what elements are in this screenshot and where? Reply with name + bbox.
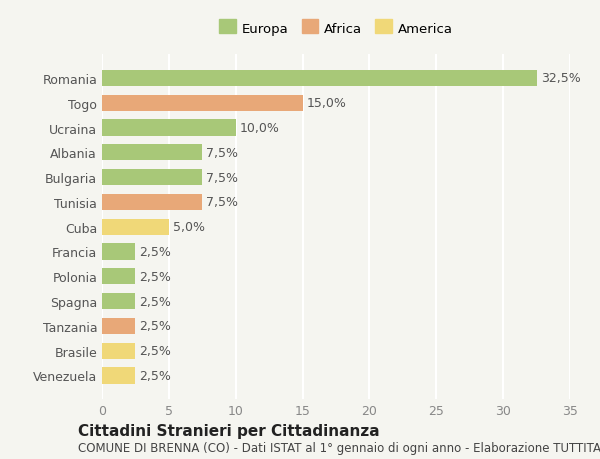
Text: 2,5%: 2,5% — [139, 344, 172, 358]
Text: 32,5%: 32,5% — [541, 72, 580, 85]
Text: 7,5%: 7,5% — [206, 196, 238, 209]
Bar — [102, 71, 536, 87]
Bar — [102, 368, 136, 384]
Bar — [102, 244, 136, 260]
Text: 2,5%: 2,5% — [139, 319, 172, 333]
Text: 7,5%: 7,5% — [206, 171, 238, 184]
Bar — [102, 95, 302, 112]
Text: 15,0%: 15,0% — [307, 97, 346, 110]
Bar — [102, 318, 136, 334]
Bar — [102, 120, 236, 136]
Legend: Europa, Africa, America: Europa, Africa, America — [214, 17, 458, 41]
Text: COMUNE DI BRENNA (CO) - Dati ISTAT al 1° gennaio di ogni anno - Elaborazione TUT: COMUNE DI BRENNA (CO) - Dati ISTAT al 1°… — [78, 442, 600, 454]
Text: Cittadini Stranieri per Cittadinanza: Cittadini Stranieri per Cittadinanza — [78, 423, 380, 438]
Bar — [102, 219, 169, 235]
Text: 2,5%: 2,5% — [139, 369, 172, 382]
Text: 5,0%: 5,0% — [173, 221, 205, 234]
Text: 2,5%: 2,5% — [139, 270, 172, 283]
Bar — [102, 269, 136, 285]
Bar — [102, 145, 202, 161]
Text: 2,5%: 2,5% — [139, 246, 172, 258]
Text: 10,0%: 10,0% — [240, 122, 280, 135]
Bar — [102, 293, 136, 309]
Bar — [102, 195, 202, 211]
Text: 2,5%: 2,5% — [139, 295, 172, 308]
Bar — [102, 170, 202, 186]
Bar — [102, 343, 136, 359]
Text: 7,5%: 7,5% — [206, 146, 238, 159]
